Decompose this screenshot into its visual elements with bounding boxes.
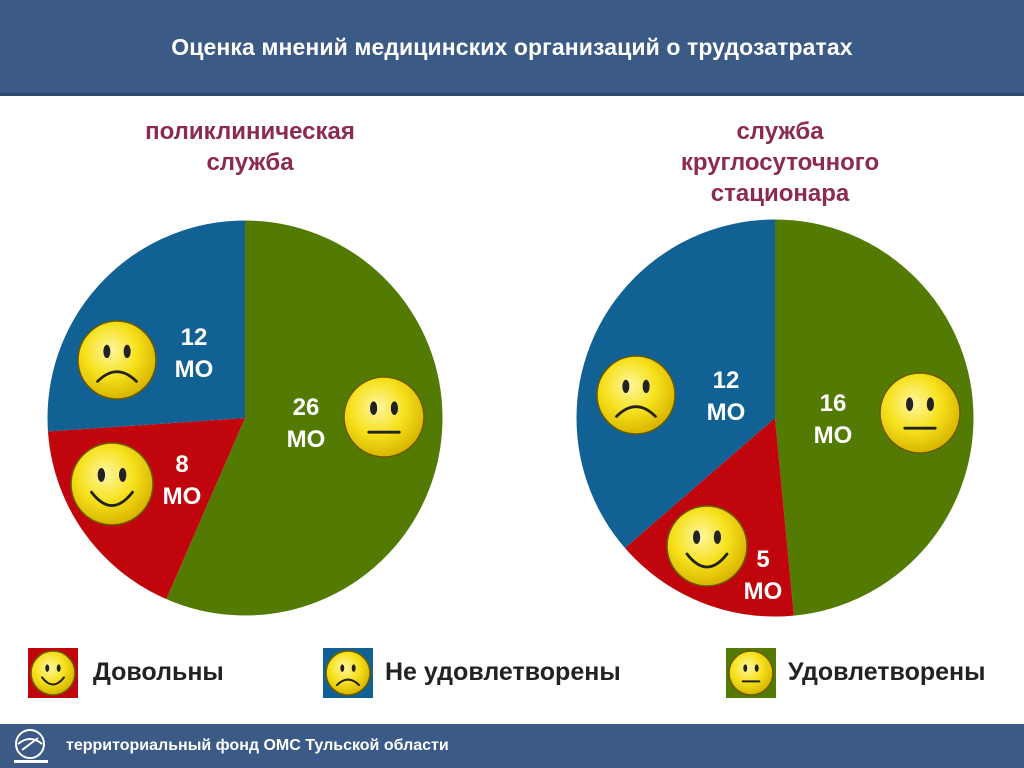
pie-slice-satisfied	[775, 219, 975, 617]
neutral-face-icon	[728, 650, 774, 696]
legend-swatch-not-satisfied	[323, 648, 373, 698]
legend-label: Удовлетворены	[788, 658, 986, 686]
slice-value-label: 16 МО	[814, 390, 853, 449]
header-bar: Оценка мнений медицинских организаций о …	[0, 0, 1024, 96]
chart-title-line: круглосуточного	[680, 149, 880, 176]
sad-face-icon	[323, 648, 373, 698]
header-divider	[0, 93, 1024, 96]
chart-title-polyclinic: поликлиническая служба	[95, 116, 405, 178]
smiling-face-icon	[666, 505, 748, 587]
pie-slice-not-satisfied	[46, 220, 245, 432]
neutral-face-icon	[726, 648, 776, 698]
pie-slice-not-satisfied	[575, 219, 775, 549]
legend-label: Не удовлетворены	[385, 658, 621, 686]
legend-label: Довольны	[93, 658, 224, 686]
pie-outline	[46, 219, 444, 617]
oms-logo	[14, 729, 48, 763]
slice-value-label: 12 МО	[707, 367, 746, 426]
pie-slice-satisfied	[166, 220, 443, 617]
legend-swatch-pleased	[28, 648, 78, 698]
slice-value-label: 8 МО	[163, 451, 202, 510]
chart-title-line: поликлиническая	[145, 118, 355, 145]
legend-swatch-satisfied	[726, 648, 776, 698]
chart-title-hospital: служба круглосуточного стационара	[605, 116, 955, 209]
smiling-face-icon	[70, 442, 154, 526]
smiling-face-icon	[30, 650, 76, 696]
slice-value-label: 5 МО	[744, 546, 783, 605]
footer-bar: территориальный фонд ОМС Тульской област…	[0, 724, 1024, 768]
sad-face-icon	[596, 355, 676, 435]
smiling-face-icon	[28, 648, 78, 698]
chart-title-line: стационара	[710, 180, 850, 207]
page-title: Оценка мнений медицинских организаций о …	[171, 34, 853, 60]
pie-chart-polyclinic: 26 МО 8 МО 12 МО	[46, 219, 444, 617]
pie-chart-hospital: 16 МО 5 МО 12 МО	[575, 218, 975, 618]
chart-title-line: служба	[736, 118, 824, 145]
footer-text: территориальный фонд ОМС Тульской област…	[66, 737, 449, 754]
chart-title-line: служба	[206, 149, 294, 176]
sad-face-icon	[325, 650, 371, 696]
neutral-face-icon	[343, 376, 425, 458]
slice-value-label: 26 МО	[287, 394, 326, 453]
sad-face-icon	[77, 320, 157, 400]
slice-value-label: 12 МО	[175, 324, 214, 383]
neutral-face-icon	[879, 372, 961, 454]
pie-outline	[575, 218, 975, 618]
